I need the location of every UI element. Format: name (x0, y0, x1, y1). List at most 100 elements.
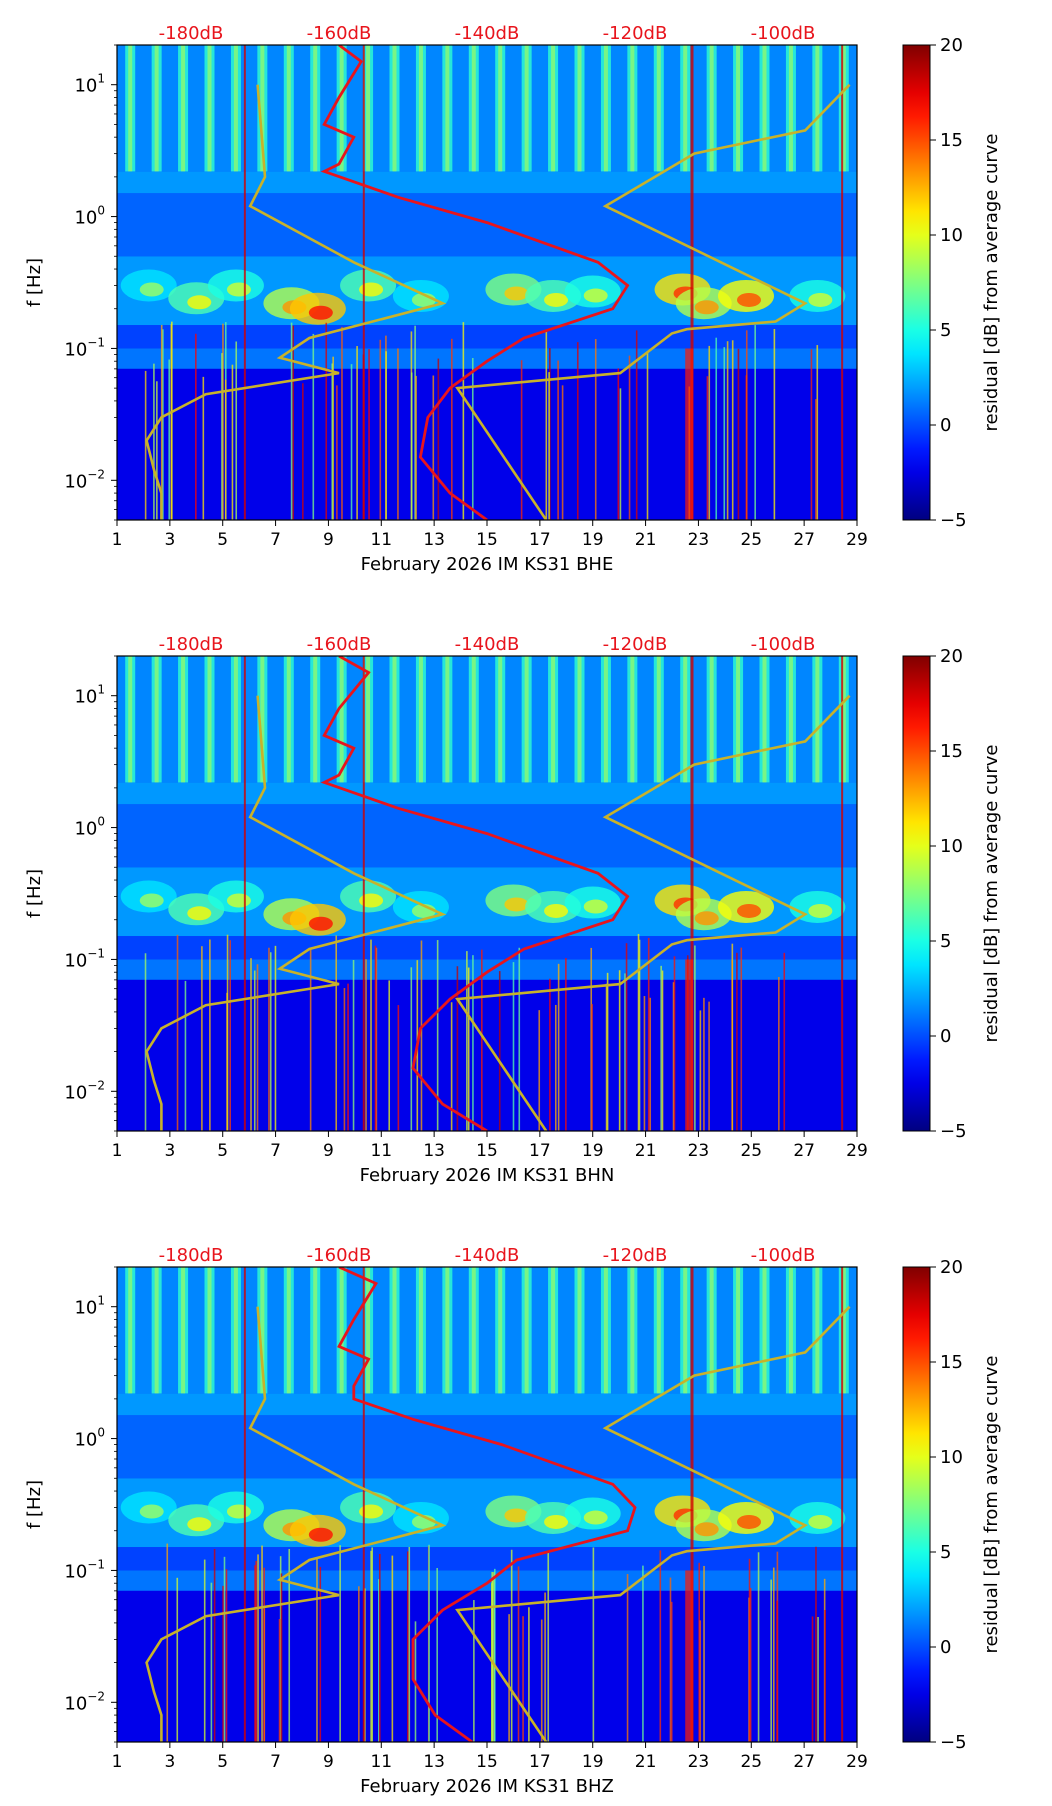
x-tick-label: 5 (217, 1141, 228, 1161)
x-tick-label: 13 (423, 530, 445, 550)
y-tick-label: 101 (74, 72, 105, 97)
x-tick-label: 21 (635, 1752, 657, 1772)
x-tick-label: 23 (688, 1752, 710, 1772)
top-db-tick-label: -100dB (751, 23, 816, 44)
heatmap-image (117, 45, 857, 520)
x-tick-label: 19 (582, 1141, 604, 1161)
x-tick-label: 3 (164, 1141, 175, 1161)
colorbar-tick-label: 15 (940, 1352, 963, 1373)
top-db-tick-label: -160dB (307, 1245, 372, 1266)
x-tick-label: 5 (217, 530, 228, 550)
curve-nlnm (145, 84, 447, 520)
x-tick-label: 1 (112, 1141, 123, 1161)
x-tick-label: 29 (846, 1752, 868, 1772)
x-tick-label: 25 (740, 530, 762, 550)
x-tick-label: 9 (323, 1141, 334, 1161)
top-db-tick-label: -180dB (159, 23, 224, 44)
x-tick-label: 23 (688, 1141, 710, 1161)
top-db-tick-label: -180dB (159, 1245, 224, 1266)
top-db-tick-label: -180dB (159, 634, 224, 655)
top-db-tick-label: -140dB (455, 1245, 520, 1266)
x-tick-label: 15 (476, 530, 498, 550)
colorbar: −5 0 5 10 15 20 residual [dB] from average cur… (902, 35, 1002, 531)
colorbar-tick-label: 5 (940, 931, 951, 952)
x-tick-label: 15 (476, 1141, 498, 1161)
x-axis-label: February 2026 IM KS31 BHZ (360, 1776, 614, 1797)
x-tick-label: 11 (370, 1752, 392, 1772)
colorbar: −5 0 5 10 15 20 residual [dB] from average cur… (902, 1257, 1002, 1753)
y-tick-label: 101 (74, 1294, 105, 1319)
y-tick-label: 100 (74, 204, 105, 229)
colorbar-tick-label: −5 (940, 1121, 967, 1142)
colorbar-tick-label: 15 (940, 130, 963, 151)
colorbar-tick-label: 15 (940, 741, 963, 762)
curve-median-psd (320, 656, 630, 1131)
x-tick-label: 17 (529, 1752, 551, 1772)
x-tick-label: 7 (270, 1752, 281, 1772)
curve-median-psd (337, 1267, 637, 1742)
curve-median-psd (320, 45, 630, 520)
x-tick-label: 7 (270, 530, 281, 550)
x-tick-label: 7 (270, 1141, 281, 1161)
top-db-tick-label: -100dB (751, 1245, 816, 1266)
x-tick-label: 5 (217, 1752, 228, 1772)
colorbar-tick-label: 10 (940, 1447, 963, 1468)
x-tick-label: 21 (635, 1141, 657, 1161)
x-tick-label: 9 (323, 1752, 334, 1772)
top-db-tick-label: -100dB (751, 634, 816, 655)
colorbar-tick-label: −5 (940, 1732, 967, 1753)
curve-nlnm (145, 695, 447, 1131)
x-tick-label: 1 (112, 1752, 123, 1772)
colorbar-tick-label: 5 (940, 320, 951, 341)
y-tick-label: 10−2 (64, 1078, 105, 1103)
colorbar-label: residual [dB] from average curve (981, 1355, 1002, 1653)
y-axis-label: f [Hz] (24, 1480, 45, 1529)
x-tick-label: 27 (793, 1141, 815, 1161)
x-tick-label: 3 (164, 530, 175, 550)
colorbar-tick-label: 0 (940, 1637, 951, 1658)
x-tick-label: 15 (476, 1752, 498, 1772)
x-tick-label: 19 (582, 530, 604, 550)
top-db-tick-label: -120dB (603, 23, 668, 44)
x-tick-label: 17 (529, 530, 551, 550)
heatmap-image (117, 1267, 857, 1742)
x-tick-label: 3 (164, 1752, 175, 1772)
colorbar-tick-label: 10 (940, 225, 963, 246)
y-tick-label: 100 (74, 1426, 105, 1451)
x-tick-label: 11 (370, 1141, 392, 1161)
x-tick-label: 19 (582, 1752, 604, 1772)
curve-nlnm (145, 1306, 447, 1742)
colorbar-tick-label: 0 (940, 415, 951, 436)
colorbar-tick-label: 5 (940, 1542, 951, 1563)
y-tick-label: 10−2 (64, 467, 105, 492)
curve-nhnm (455, 694, 851, 1131)
x-axis-label: February 2026 IM KS31 BHN (360, 1165, 615, 1186)
top-db-tick-label: -140dB (455, 634, 520, 655)
y-tick-label: 10−1 (64, 1557, 105, 1582)
x-tick-label: 11 (370, 530, 392, 550)
y-axis-label: f [Hz] (24, 258, 45, 307)
colorbar: −5 0 5 10 15 20 residual [dB] from average cur… (902, 646, 1002, 1142)
colorbar-tick-label: 10 (940, 836, 963, 857)
x-tick-label: 27 (793, 1752, 815, 1772)
curve-nhnm (455, 1305, 851, 1742)
x-tick-label: 21 (635, 530, 657, 550)
y-tick-label: 10−2 (64, 1689, 105, 1714)
x-tick-label: 13 (423, 1141, 445, 1161)
colorbar-tick-label: 20 (940, 1257, 963, 1278)
top-db-tick-label: -160dB (307, 634, 372, 655)
top-db-tick-label: -160dB (307, 23, 372, 44)
x-tick-label: 17 (529, 1141, 551, 1161)
colorbar-tick-label: 20 (940, 646, 963, 667)
x-tick-label: 1 (112, 530, 123, 550)
x-tick-label: 25 (740, 1141, 762, 1161)
x-tick-label: 27 (793, 530, 815, 550)
x-tick-label: 23 (688, 530, 710, 550)
x-tick-label: 9 (323, 530, 334, 550)
curve-nhnm (455, 83, 851, 520)
top-db-tick-label: -140dB (455, 23, 520, 44)
